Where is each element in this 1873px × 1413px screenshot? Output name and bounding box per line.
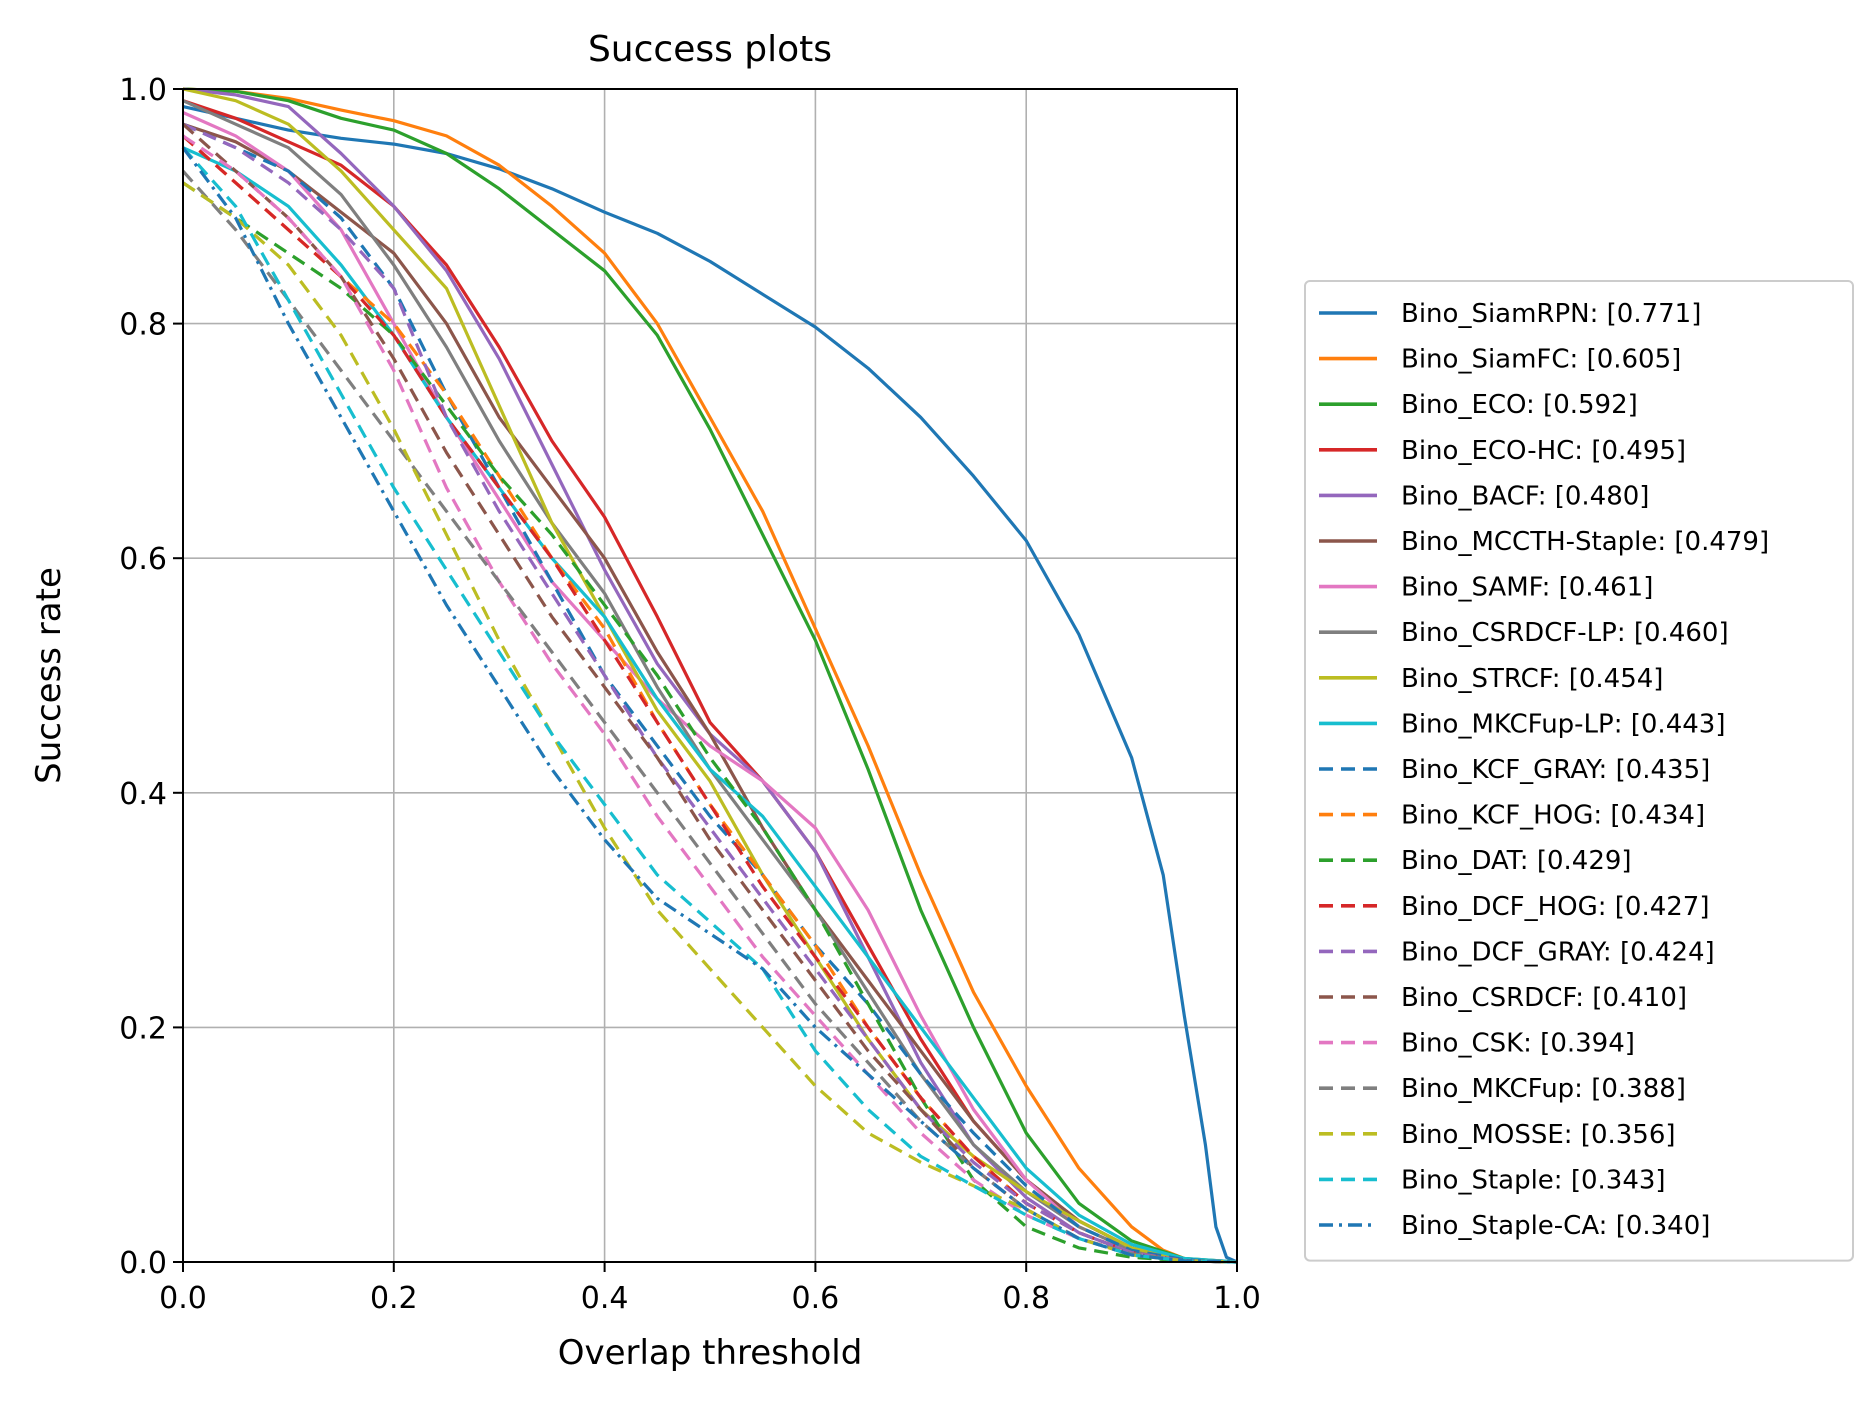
series-line	[182, 134, 1238, 1264]
legend-entry-label: Bino_BACF: [0.480]	[1401, 481, 1649, 511]
series-line	[182, 181, 1238, 1264]
legend-entry-label: Bino_MKCFup: [0.388]	[1401, 1074, 1686, 1104]
y-axis-label: Success rate	[29, 567, 69, 784]
plot-frame	[182, 88, 1238, 1263]
legend-entry-label: Bino_Staple-CA: [0.340]	[1401, 1211, 1710, 1241]
series-line	[182, 122, 1238, 1264]
legend-entry-label: Bino_SiamRPN: [0.771]	[1401, 299, 1701, 329]
legend-entry-label: Bino_MOSSE: [0.356]	[1401, 1120, 1676, 1150]
x-tick-label: 0.6	[792, 1281, 840, 1316]
legend-entry-label: Bino_CSK: [0.394]	[1401, 1029, 1635, 1059]
series-line	[182, 87, 1238, 1264]
legend-entry-label: Bino_CSRDCF-LP: [0.460]	[1401, 618, 1729, 648]
legend-entry-label: Bino_MKCFup-LP: [0.443]	[1401, 709, 1725, 739]
legend-entry-label: Bino_SiamFC: [0.605]	[1401, 345, 1681, 375]
legend-entry-label: Bino_MCCTH-Staple: [0.479]	[1401, 527, 1769, 557]
legend-entry-label: Bino_Staple: [0.343]	[1401, 1165, 1666, 1195]
series-line	[181, 170, 1238, 1264]
y-tick-label: 0.0	[119, 1246, 167, 1281]
x-tick-label: 0.8	[1002, 1281, 1050, 1316]
y-tick-label: 0.2	[119, 1011, 167, 1046]
y-tick-label: 0.8	[119, 308, 167, 343]
chart-title: Success plots	[588, 29, 832, 70]
series-line	[181, 123, 1238, 1264]
series-line	[182, 122, 1238, 1264]
legend-entry-label: Bino_DCF_GRAY: [0.424]	[1401, 937, 1715, 967]
legend-entry-label: Bino_ECO: [0.592]	[1401, 390, 1638, 420]
series-line	[182, 122, 1238, 1264]
series-line	[181, 146, 1238, 1264]
y-tick-label: 0.6	[119, 542, 167, 577]
series-line	[181, 146, 1238, 1264]
y-tick-label: 0.4	[119, 777, 167, 812]
legend-entry-label: Bino_ECO-HC: [0.495]	[1401, 436, 1686, 466]
legend-entry-label: Bino_KCF_GRAY: [0.435]	[1401, 755, 1710, 785]
legend-entry-label: Bino_STRCF: [0.454]	[1401, 664, 1663, 694]
x-tick-label: 1.0	[1213, 1281, 1261, 1316]
series-line	[182, 181, 1238, 1264]
series-line	[182, 105, 1238, 1264]
x-tick-label: 0.0	[159, 1281, 207, 1316]
legend: Bino_SiamRPN: [0.771] Bino_SiamFC: [0.605…	[1304, 280, 1854, 1262]
y-tick-label: 1.0	[119, 73, 167, 108]
axis-ticks: 0.0 0.2 0.4 0.6 0.8 1.0 0.0 0.2 0.4 0.6 0.8 1.0	[119, 73, 1261, 1316]
legend-entry-label: Bino_SAMF: [0.461]	[1401, 573, 1653, 603]
x-axis-label: Overlap threshold	[558, 1333, 863, 1373]
series-layer	[181, 87, 1238, 1264]
legend-entry-label: Bino_DAT: [0.429]	[1401, 846, 1632, 876]
series-line	[182, 87, 1238, 1264]
legend-box	[1304, 280, 1854, 1262]
x-tick-label: 0.4	[581, 1281, 629, 1316]
legend-entry-label: Bino_DCF_HOG: [0.427]	[1401, 892, 1709, 922]
x-tick-label: 0.2	[370, 1281, 418, 1316]
series-line	[182, 146, 1238, 1264]
legend-entry-label: Bino_CSRDCF: [0.410]	[1401, 983, 1687, 1013]
legend-entry-label: Bino_KCF_HOG: [0.434]	[1401, 801, 1705, 831]
